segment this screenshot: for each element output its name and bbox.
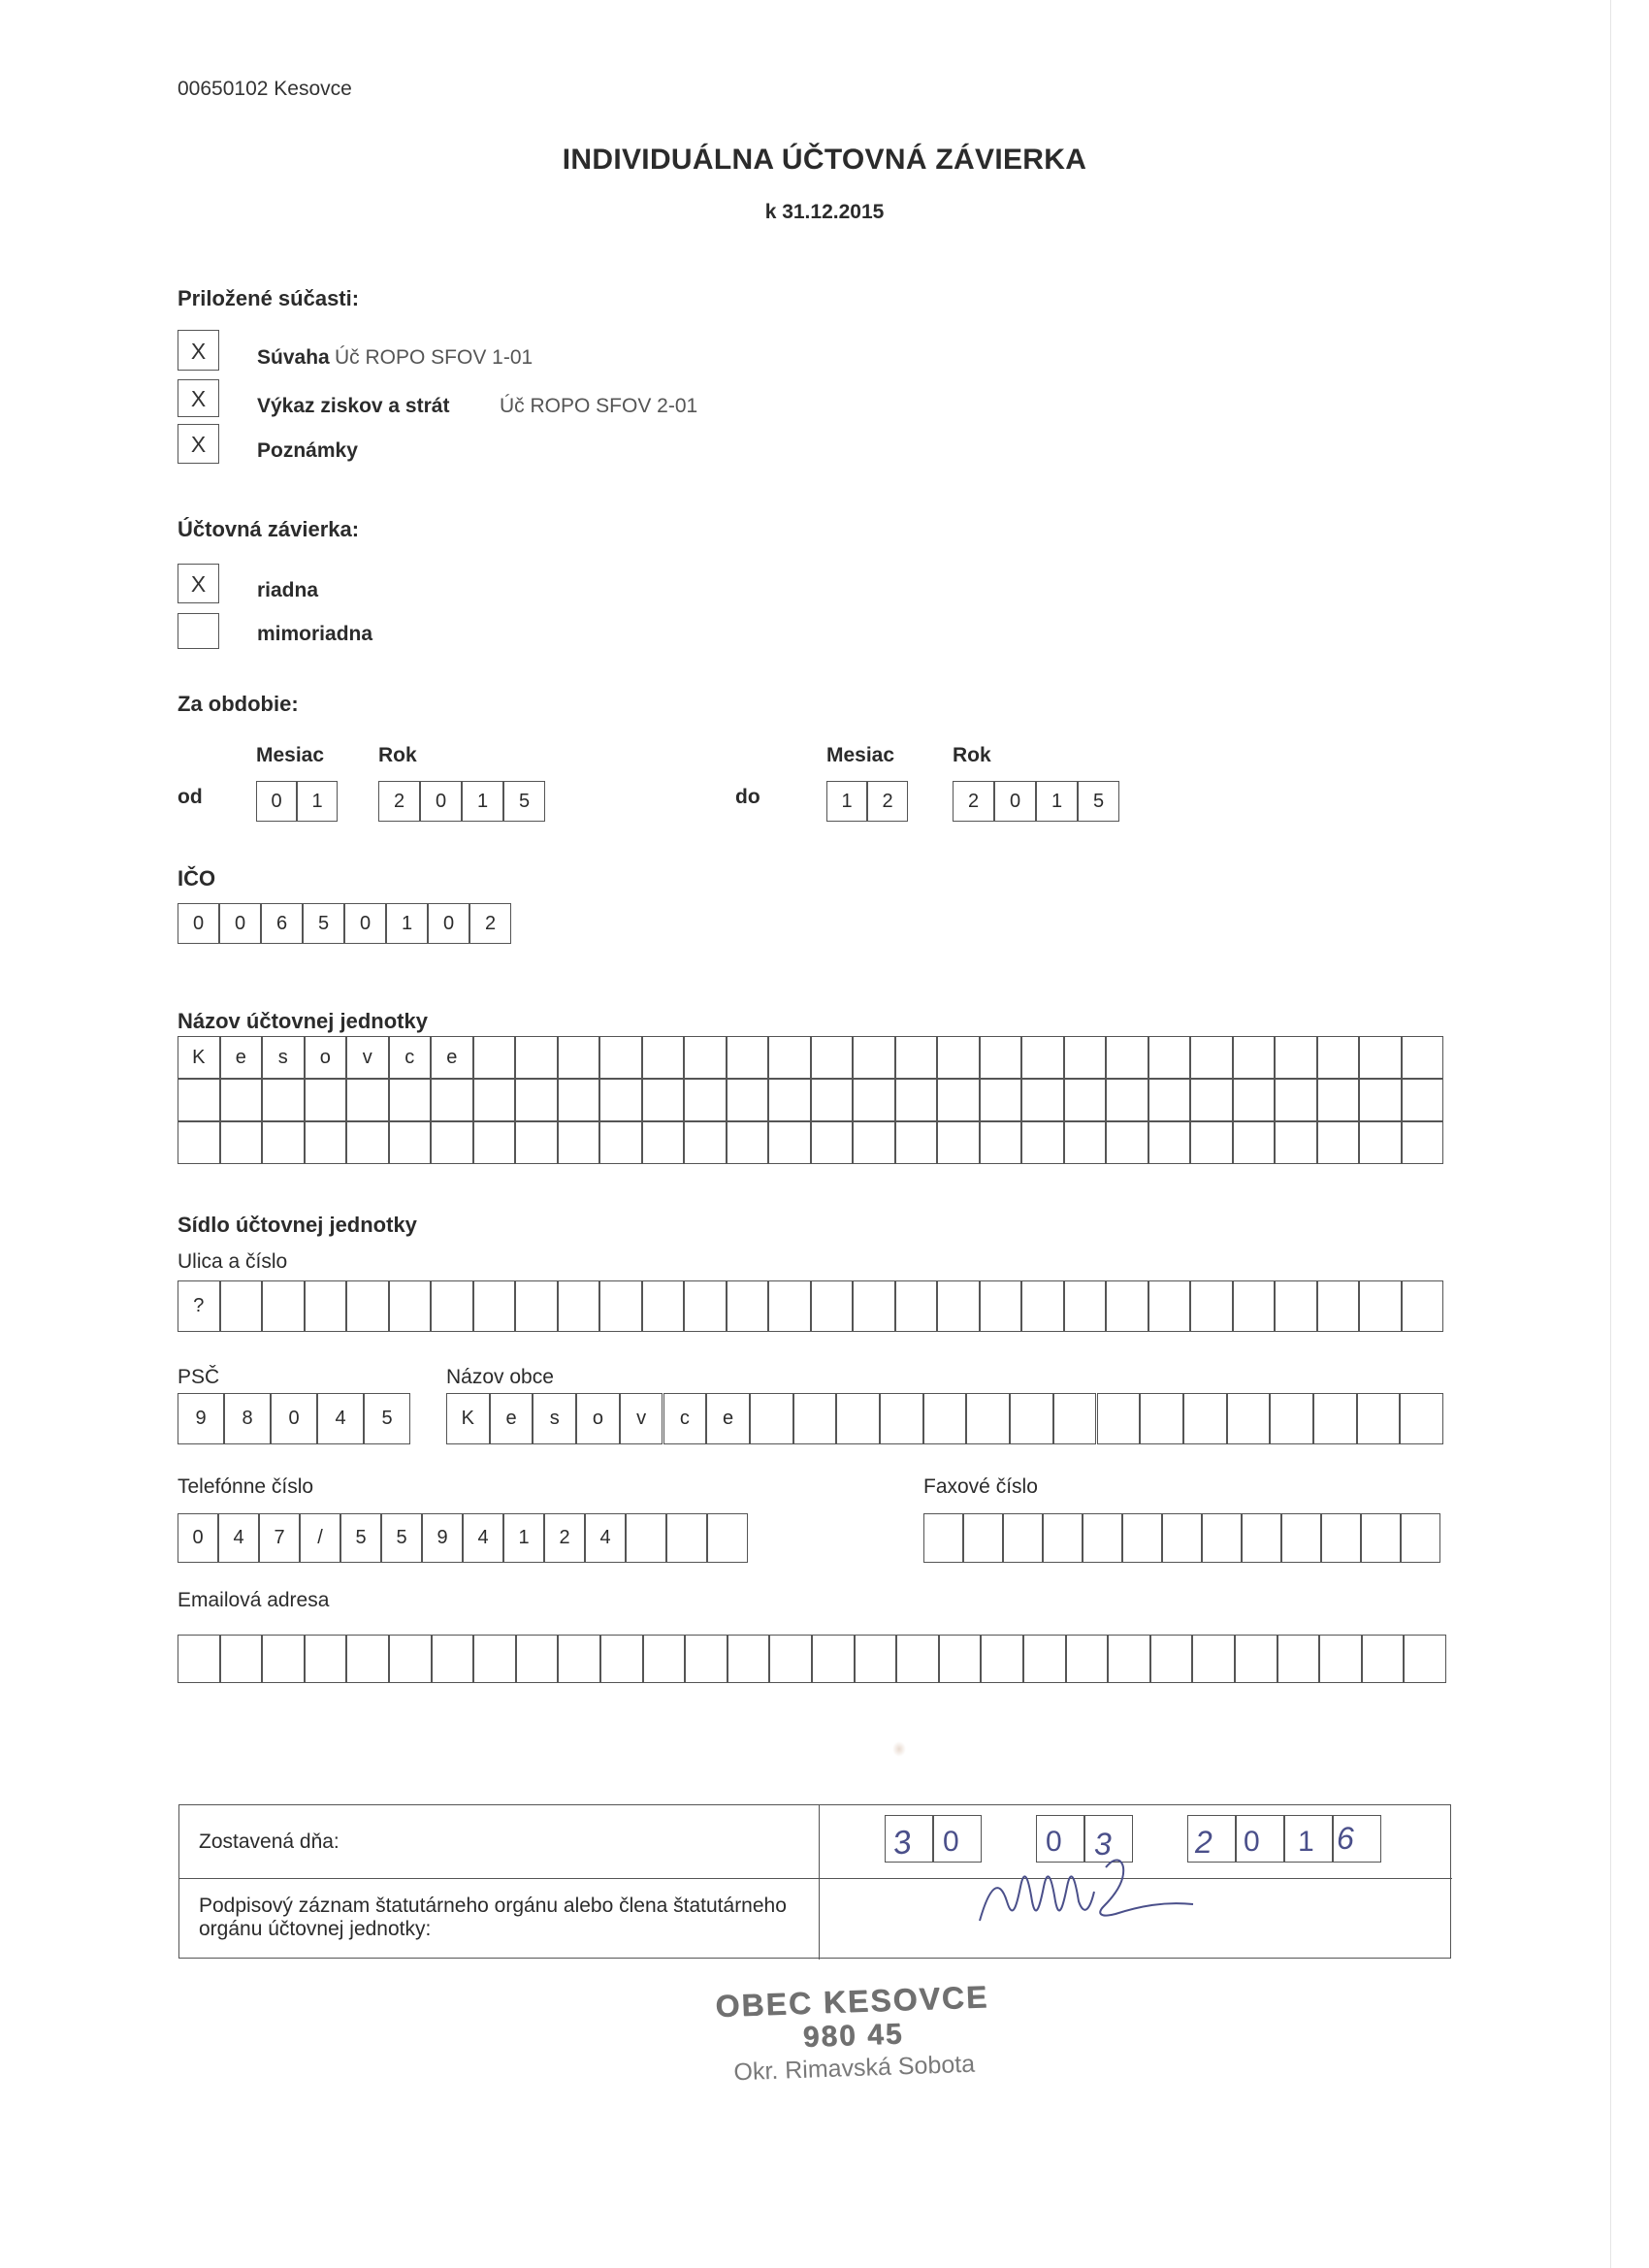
svg-text:0: 0 [943, 1826, 959, 1858]
svg-text:1: 1 [1298, 1826, 1314, 1858]
svg-text:6: 6 [1337, 1821, 1354, 1856]
svg-text:3: 3 [890, 1824, 914, 1863]
